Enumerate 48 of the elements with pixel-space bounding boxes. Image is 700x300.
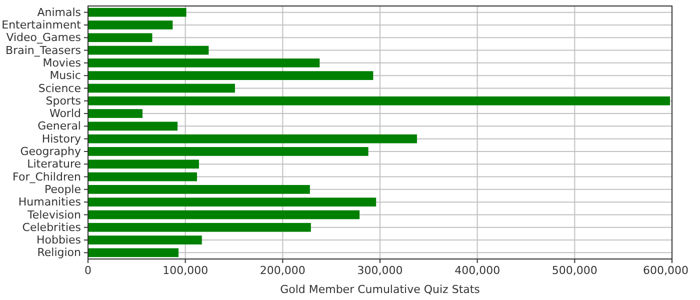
y-tick-label: Celebrities xyxy=(22,220,82,234)
y-tick-label: Television xyxy=(26,208,82,222)
x-tick-label: 400,000 xyxy=(454,264,500,277)
bar xyxy=(88,222,311,232)
bar xyxy=(88,8,186,17)
x-tick-label: 300,000 xyxy=(357,264,403,277)
y-tick-label: Video_Games xyxy=(6,31,82,44)
y-tick-label: Hobbies xyxy=(36,234,82,247)
x-tick-label: 500,000 xyxy=(552,264,598,277)
y-tick-label: Movies xyxy=(42,56,82,70)
bar xyxy=(88,184,310,194)
y-tick-label: People xyxy=(44,182,82,196)
y-tick-label: Brain_Teasers xyxy=(6,44,82,57)
bar xyxy=(88,109,143,118)
bar xyxy=(88,20,173,30)
x-tick-label: 100,000 xyxy=(162,264,208,277)
y-tick-label: Entertainment xyxy=(2,18,82,32)
y-tick-label: For_Children xyxy=(12,170,82,184)
y-tick-label: Literature xyxy=(27,158,82,171)
bar xyxy=(88,248,179,258)
bar xyxy=(88,236,202,244)
y-tick-label: Religion xyxy=(37,246,82,260)
y-tick-label: General xyxy=(38,120,81,133)
bar xyxy=(88,198,376,207)
y-tick-label: History xyxy=(42,132,82,146)
x-tick-label: 600,000 xyxy=(643,264,688,277)
bar xyxy=(88,172,198,182)
y-tick-label: Animals xyxy=(37,6,82,19)
y-tick-label: Geography xyxy=(20,144,82,158)
bar xyxy=(88,210,360,220)
x-tick-label: 0 xyxy=(84,264,92,277)
bar xyxy=(88,58,320,68)
bar xyxy=(88,122,178,131)
bar xyxy=(88,33,152,42)
x-tick-label: 200,000 xyxy=(260,264,306,277)
y-tick-label: Music xyxy=(50,69,81,82)
bar xyxy=(88,84,235,93)
bar xyxy=(88,134,417,144)
x-axis-title: Gold Member Cumulative Quiz Stats xyxy=(280,283,480,296)
y-tick-label: World xyxy=(49,107,81,120)
bar xyxy=(88,147,368,156)
bar xyxy=(88,46,209,55)
y-tick-label: Sports xyxy=(46,94,82,108)
bar xyxy=(88,71,374,80)
bar xyxy=(88,96,670,106)
y-tick-label: Science xyxy=(38,82,82,95)
bar xyxy=(88,160,199,169)
y-tick-label: Humanities xyxy=(18,196,82,209)
